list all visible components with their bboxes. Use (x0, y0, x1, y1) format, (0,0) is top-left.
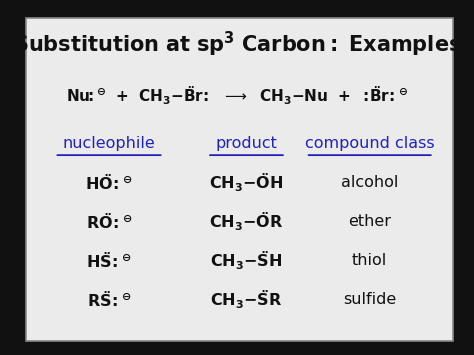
Text: product: product (216, 136, 277, 151)
Text: thiol: thiol (352, 253, 387, 268)
Text: nucleophile: nucleophile (63, 136, 155, 151)
Text: $\mathbf{Substitution\ at\ sp^3\ Carbon:\ Examples}$: $\mathbf{Substitution\ at\ sp^3\ Carbon:… (13, 30, 461, 59)
Text: $\mathbf{CH_3{-}\ddot{S}R}$: $\mathbf{CH_3{-}\ddot{S}R}$ (210, 289, 283, 311)
Text: compound class: compound class (305, 136, 435, 151)
Text: $\mathbf{CH_3{-}\ddot{S}H}$: $\mathbf{CH_3{-}\ddot{S}H}$ (210, 250, 283, 272)
Text: $\mathbf{CH_3{-}\ddot{O}H}$: $\mathbf{CH_3{-}\ddot{O}H}$ (209, 171, 284, 194)
Text: $\mathbf{CH_3{-}\ddot{O}R}$: $\mathbf{CH_3{-}\ddot{O}R}$ (209, 211, 284, 233)
Text: $\mathbf{R\ddot{S}\!:^{\ominus}}$: $\mathbf{R\ddot{S}\!:^{\ominus}}$ (87, 290, 131, 310)
Text: $\mathbf{Nu\!\!:^{\ominus}}$  $\mathbf{+}$  $\mathbf{CH_3{-}\ddot{B}r\!:}$  $\lo: $\mathbf{Nu\!\!:^{\ominus}}$ $\mathbf{+}… (66, 84, 408, 107)
Text: alcohol: alcohol (341, 175, 399, 190)
Text: $\mathbf{R\ddot{O}\!:^{\ominus}}$: $\mathbf{R\ddot{O}\!:^{\ominus}}$ (86, 212, 132, 232)
Text: ether: ether (348, 214, 391, 229)
Text: sulfide: sulfide (343, 293, 396, 307)
Text: $\mathbf{H\ddot{O}\!:^{\ominus}}$: $\mathbf{H\ddot{O}\!:^{\ominus}}$ (85, 173, 133, 193)
FancyBboxPatch shape (26, 18, 453, 341)
Text: $\mathbf{H\ddot{S}\!:^{\ominus}}$: $\mathbf{H\ddot{S}\!:^{\ominus}}$ (86, 251, 132, 271)
